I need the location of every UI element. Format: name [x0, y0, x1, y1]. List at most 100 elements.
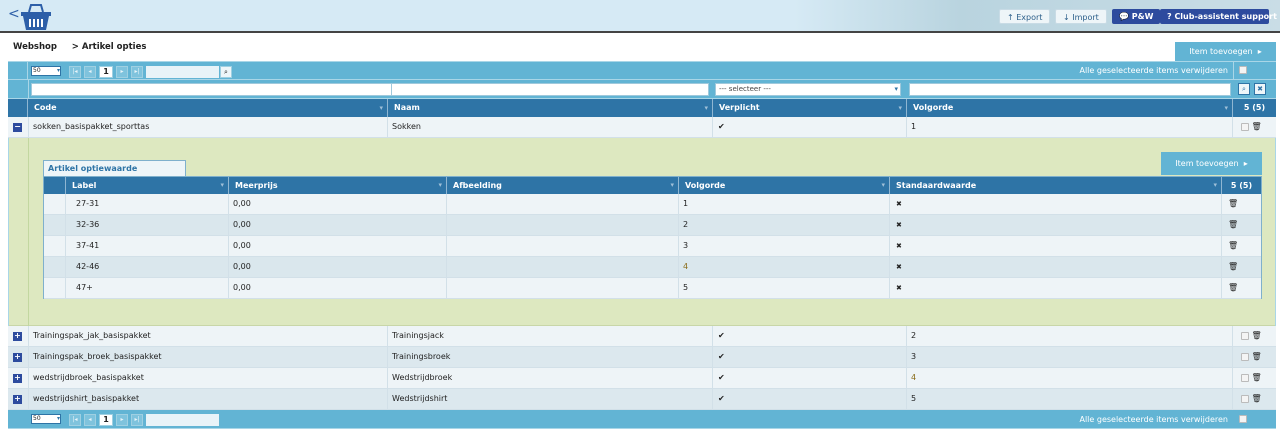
bottom-delete-selected-link[interactable]: Alle geselecteerde items verwijderen [1079, 415, 1228, 424]
back-button[interactable]: < [8, 6, 20, 22]
tab-artikel-optiewaarde[interactable]: Artikel optiewaarde [43, 160, 186, 177]
grid-header: Code ▾ Naam ▾ Verplicht ▾ Volgorde ▾ 5 (5) [8, 99, 1276, 117]
bottom-select-all-checkbox[interactable] [1239, 415, 1247, 423]
bottom-page-size-value: 50 [33, 415, 41, 422]
cross-icon: ✖ [890, 278, 1222, 298]
expand-row-icon[interactable]: + [13, 352, 22, 362]
trash-icon[interactable]: 🗑 [1228, 283, 1239, 292]
export-button[interactable]: ↑ Export [999, 9, 1051, 24]
trash-icon[interactable]: 🗑 [1251, 394, 1262, 403]
table-row[interactable]: + wedstrijdbroek_basispakket Wedstrijdbr… [8, 368, 1276, 389]
expand-row-icon[interactable]: + [13, 394, 22, 404]
trash-icon[interactable]: 🗑 [1228, 262, 1239, 271]
page-number[interactable]: 1 [99, 66, 113, 78]
sub-table-row[interactable]: 47+ 0,00 5 ✖ 🗑 [44, 278, 1261, 299]
filter-code-input[interactable] [31, 83, 393, 96]
sub-table-row[interactable]: 27-31 0,00 1 ✖ 🗑 [44, 194, 1261, 215]
filter-naam-input[interactable] [391, 83, 709, 96]
sub-add-item-label: Item toevoegen [1175, 159, 1239, 168]
bottom-prev-page-button[interactable]: ◂ [84, 414, 96, 426]
row-checkbox[interactable] [1241, 331, 1249, 340]
support-button[interactable]: ? Club-assistent support [1160, 9, 1277, 24]
select-all-checkbox[interactable] [1239, 66, 1247, 74]
first-page-button[interactable]: |◂ [69, 66, 81, 78]
column-naam[interactable]: Naam ▾ [388, 99, 713, 117]
bottom-page-search-input[interactable] [146, 414, 219, 426]
column-afbeelding[interactable]: Afbeelding ▾ [447, 177, 679, 194]
column-meerprijs[interactable]: Meerprijs ▾ [229, 177, 447, 194]
bottom-last-page-button[interactable]: ▸| [131, 414, 143, 426]
bottom-page-number[interactable]: 1 [99, 414, 113, 426]
column-afbeelding-label: Afbeelding [453, 181, 502, 190]
column-label[interactable]: Label ▾ [66, 177, 229, 194]
collapse-row-icon[interactable]: − [13, 122, 22, 132]
trash-icon[interactable]: 🗑 [1228, 199, 1239, 208]
breadcrumb: Webshop > Artikel opties [13, 42, 146, 52]
page-search-input[interactable] [146, 66, 219, 78]
row-checkbox[interactable] [1241, 122, 1249, 131]
cross-icon: ✖ [890, 236, 1222, 256]
export-label: Export [1016, 13, 1043, 22]
search-icon[interactable]: ⌕ [220, 66, 232, 78]
table-row[interactable]: + Trainingspak_broek_basispakket Trainin… [8, 347, 1276, 368]
table-row[interactable]: − sokken_basispakket_sporttas Sokken ✔ 1… [8, 117, 1276, 138]
pager-toolbar: 50 ▾ |◂ ◂ 1 ▸ ▸| ⌕ Alle geselecteerde ite… [8, 62, 1276, 98]
column-sub-volgorde[interactable]: Volgorde ▾ [679, 177, 890, 194]
sub-grid-header: Label ▾ Meerprijs ▾ Afbeelding ▾ Volgorde ▾ … [44, 177, 1261, 194]
detail-panel: Artikel optiewaarde Item toevoegen ▸ Lab… [9, 138, 1275, 326]
bottom-next-page-button[interactable]: ▸ [116, 414, 128, 426]
trash-icon[interactable]: 🗑 [1251, 373, 1262, 382]
sub-grid: Label ▾ Meerprijs ▾ Afbeelding ▾ Volgorde ▾ … [43, 176, 1262, 299]
expand-row-icon[interactable]: + [13, 373, 22, 383]
cell-volgorde: 3 [907, 347, 1233, 367]
row-checkbox[interactable] [1241, 352, 1249, 361]
apply-filter-icon[interactable]: ⌕ [1238, 83, 1250, 95]
column-volgorde[interactable]: Volgorde ▾ [907, 99, 1233, 117]
column-verplicht-label: Verplicht [719, 103, 760, 112]
cell-label: 42-46 [66, 257, 229, 277]
import-button[interactable]: ↓ Import [1055, 9, 1107, 24]
clear-filter-icon[interactable]: ✖ [1254, 83, 1266, 95]
row-checkbox[interactable] [1241, 373, 1249, 382]
table-row[interactable]: + wedstrijdshirt_basispakket Wedstrijdsh… [8, 389, 1276, 410]
sub-table-row[interactable]: 32-36 0,00 2 ✖ 🗑 [44, 215, 1261, 236]
filter-volgorde-input[interactable] [909, 83, 1231, 96]
sub-table-row[interactable]: 37-41 0,00 3 ✖ 🗑 [44, 236, 1261, 257]
expand-row-icon[interactable]: + [13, 331, 22, 341]
cell-meerprijs: 0,00 [229, 257, 447, 277]
next-page-button[interactable]: ▸ [116, 66, 128, 78]
breadcrumb-separator: > [71, 42, 79, 52]
cell-label: 37-41 [66, 236, 229, 256]
delete-selected-link[interactable]: Alle geselecteerde items verwijderen [1079, 66, 1228, 75]
last-page-button[interactable]: ▸| [131, 66, 143, 78]
filter-verplicht-select[interactable]: --- selecteer --- ▾ [715, 83, 901, 96]
cell-code: Trainingspak_jak_basispakket [28, 326, 388, 346]
trash-icon[interactable]: 🗑 [1228, 241, 1239, 250]
page-size-select[interactable]: 50 ▾ [31, 66, 61, 76]
cell-label: 27-31 [66, 194, 229, 214]
pw-button[interactable]: 💬 P&W [1112, 9, 1161, 24]
row-checkbox[interactable] [1241, 394, 1249, 403]
trash-icon[interactable]: 🗑 [1251, 331, 1262, 340]
column-standaardwaarde[interactable]: Standaardwaarde ▾ [890, 177, 1222, 194]
cell-volgorde: 4 [907, 368, 1233, 388]
column-verplicht[interactable]: Verplicht ▾ [713, 99, 907, 117]
cell-label: 32-36 [66, 215, 229, 235]
filter-row: --- selecteer --- ▾ ⌕ ✖ [8, 80, 1276, 99]
sub-add-item-button[interactable]: Item toevoegen ▸ [1161, 152, 1262, 175]
table-row[interactable]: + Trainingspak_jak_basispakket Trainings… [8, 326, 1276, 347]
breadcrumb-webshop[interactable]: Webshop [13, 42, 57, 52]
add-item-button[interactable]: Item toevoegen ▸ [1175, 42, 1276, 61]
sub-table-row[interactable]: 42-46 0,00 4 ✖ 🗑 [44, 257, 1261, 278]
select-placeholder: --- selecteer --- [719, 85, 771, 93]
column-sub-volgorde-label: Volgorde [685, 181, 726, 190]
prev-page-button[interactable]: ◂ [84, 66, 96, 78]
bottom-page-size-select[interactable]: 50 ▾ [31, 414, 61, 424]
column-label-label: Label [72, 181, 97, 190]
cell-code: Trainingspak_broek_basispakket [28, 347, 388, 367]
trash-icon[interactable]: 🗑 [1251, 122, 1262, 131]
bottom-first-page-button[interactable]: |◂ [69, 414, 81, 426]
column-code[interactable]: Code ▾ [28, 99, 388, 117]
trash-icon[interactable]: 🗑 [1228, 220, 1239, 229]
trash-icon[interactable]: 🗑 [1251, 352, 1262, 361]
